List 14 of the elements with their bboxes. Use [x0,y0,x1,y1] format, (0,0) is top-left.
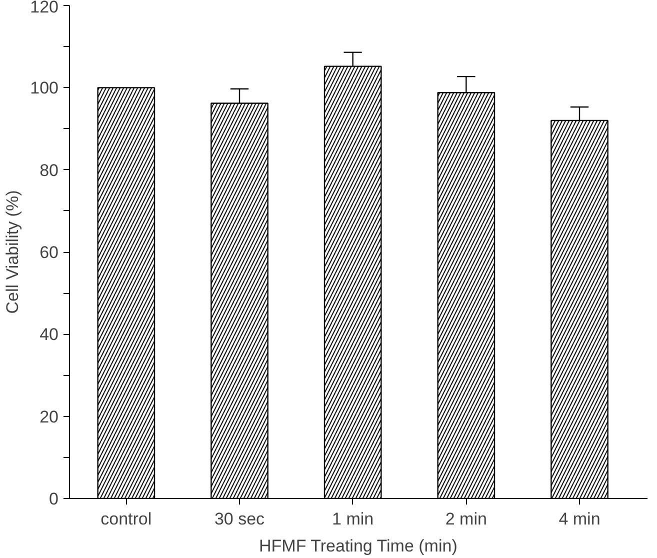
x-tick-label: 2 min [445,510,487,528]
x-tick-label: 30 sec [214,510,266,528]
y-tick-label: 60 [40,243,59,262]
y-tick-label: 40 [40,325,59,344]
y-tick-label: 20 [40,407,59,426]
x-tick-label: 1 min [332,510,374,528]
y-tick-label: 0 [49,490,59,508]
y-tick-label: 80 [40,160,59,180]
y-tick-label: 120 [30,0,59,16]
y-axis-title: Cell Viability (%) [3,190,22,314]
y-tick-label: 100 [30,78,59,98]
x-tick-label: 4 min [558,510,600,528]
x-tick-label: control [100,510,152,528]
x-axis-title: HFMF Treating Time (min) [259,536,458,556]
